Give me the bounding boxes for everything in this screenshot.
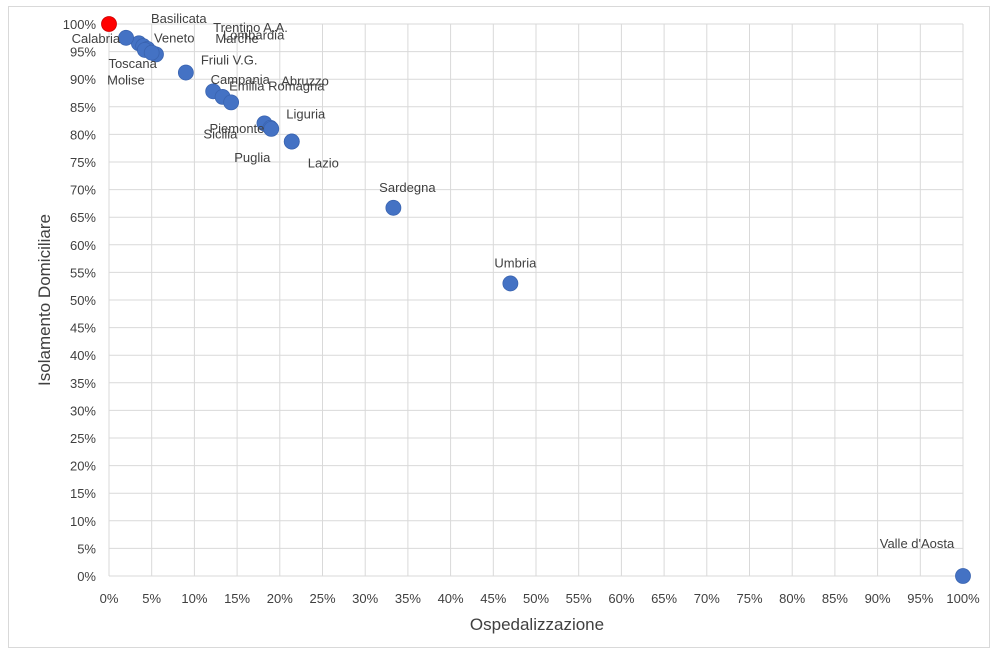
y-tick-label: 45%: [70, 321, 96, 336]
point-label: Basilicata: [151, 11, 207, 26]
y-tick-label: 30%: [70, 403, 96, 418]
data-point-highlight: [101, 16, 117, 32]
y-tick-label: 70%: [70, 183, 96, 198]
x-tick-label: 85%: [822, 591, 848, 606]
data-point: [223, 94, 240, 111]
y-tick-label: 95%: [70, 45, 96, 60]
y-tick-label: 25%: [70, 431, 96, 446]
x-tick-label: 40%: [438, 591, 464, 606]
y-tick-label: 65%: [70, 210, 96, 225]
point-label: Sicilia: [203, 126, 238, 141]
point-label: Liguria: [286, 107, 326, 122]
y-tick-label: 85%: [70, 100, 96, 115]
y-tick-label: 35%: [70, 376, 96, 391]
data-point: [502, 275, 519, 292]
x-tick-label: 80%: [779, 591, 805, 606]
y-tick-label: 10%: [70, 514, 96, 529]
point-label: Lazio: [308, 156, 339, 171]
x-tick-label: 10%: [181, 591, 207, 606]
data-point: [385, 199, 402, 216]
data-point: [283, 133, 300, 150]
point-label: Veneto: [154, 30, 195, 45]
x-axis-ticks: 0% 5% 10% 15% 20% 25% 30% 35% 40% 45% 50% 55% 60% 65%…: [100, 591, 980, 606]
y-tick-label: 20%: [70, 459, 96, 474]
x-tick-label: 70%: [694, 591, 720, 606]
x-tick-label: 5%: [142, 591, 161, 606]
x-tick-label: 20%: [267, 591, 293, 606]
data-points: [101, 16, 971, 584]
x-tick-label: 15%: [224, 591, 250, 606]
data-point: [263, 120, 280, 137]
y-tick-label: 5%: [77, 541, 96, 556]
point-label: Lombardia: [223, 27, 285, 42]
y-tick-label: 60%: [70, 238, 96, 253]
point-label: Valle d'Aosta: [880, 536, 955, 551]
chart-frame: [8, 6, 990, 648]
data-point: [118, 29, 134, 46]
point-label: Abruzzo: [281, 73, 329, 88]
x-tick-label: 75%: [736, 591, 762, 606]
point-label: Campania: [211, 72, 271, 87]
point-label: Umbria: [494, 255, 537, 270]
point-label: Marche: [215, 31, 258, 46]
x-tick-label: 65%: [651, 591, 677, 606]
x-axis-title: Ospedalizzazione: [470, 615, 604, 634]
y-tick-label: 75%: [70, 155, 96, 170]
x-tick-label: 55%: [566, 591, 592, 606]
grid-lines: [108, 23, 964, 577]
point-label: Friuli V.G.: [201, 53, 258, 68]
y-tick-label: 15%: [70, 486, 96, 501]
x-tick-label: 90%: [865, 591, 891, 606]
y-tick-label: 40%: [70, 348, 96, 363]
data-point: [177, 64, 194, 81]
x-tick-label: 25%: [309, 591, 335, 606]
point-label: Trentino A.A.: [213, 20, 288, 35]
point-label: Toscana: [108, 56, 157, 71]
point-label: Piemonte: [209, 121, 264, 136]
y-tick-label: 0%: [77, 569, 96, 584]
x-tick-label: 100%: [946, 591, 980, 606]
y-tick-label: 100%: [63, 17, 97, 32]
y-axis-ticks: 0% 5% 10% 15% 20% 25% 30% 35% 40% 45% 50% 55% 60% 65%…: [63, 17, 97, 584]
x-tick-label: 35%: [395, 591, 421, 606]
y-tick-label: 50%: [70, 293, 96, 308]
y-tick-label: 90%: [70, 72, 96, 87]
x-tick-label: 0%: [100, 591, 119, 606]
y-tick-label: 80%: [70, 127, 96, 142]
x-tick-label: 50%: [523, 591, 549, 606]
data-point: [143, 44, 160, 61]
data-point: [955, 568, 971, 584]
x-tick-label: 95%: [907, 591, 933, 606]
y-tick-label: 55%: [70, 265, 96, 280]
x-tick-label: 60%: [608, 591, 634, 606]
point-label: Sardegna: [379, 180, 436, 195]
point-label: Calabria: [72, 31, 121, 46]
y-axis-title: Isolamento Domiciliare: [35, 214, 54, 386]
x-tick-label: 30%: [352, 591, 378, 606]
point-label: Emilia Romagna: [229, 78, 325, 93]
point-label: Puglia: [234, 150, 271, 165]
x-tick-label: 45%: [480, 591, 506, 606]
point-label: Molise: [107, 73, 145, 88]
